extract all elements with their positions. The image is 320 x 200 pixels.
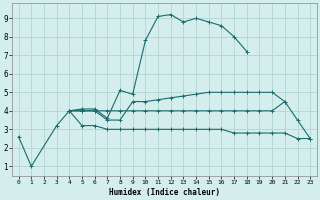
X-axis label: Humidex (Indice chaleur): Humidex (Indice chaleur) <box>109 188 220 197</box>
